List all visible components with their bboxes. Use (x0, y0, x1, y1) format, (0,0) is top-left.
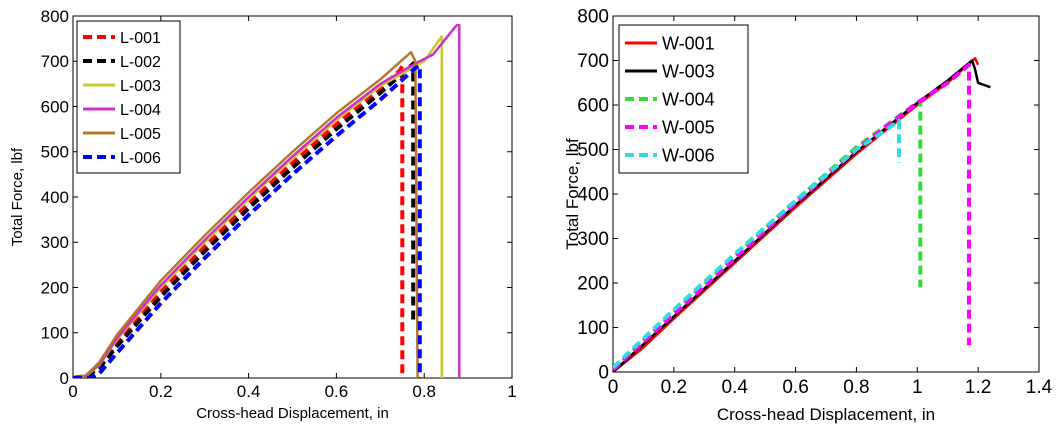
y-tick-label: 700 (41, 52, 69, 71)
y-tick-label: 800 (41, 7, 69, 26)
y-tick-label: 100 (41, 324, 69, 343)
y-tick-label: 200 (41, 278, 69, 297)
y-tick-label: 500 (41, 143, 69, 162)
x-tick-label: 1.4 (1026, 377, 1053, 398)
y-tick-label: 0 (598, 363, 609, 384)
x-tick-label: 0.8 (412, 382, 436, 401)
legend-entry-label: L-006 (120, 150, 161, 167)
x-tick-label: 0.6 (782, 377, 808, 398)
x-tick-label: 0.2 (149, 382, 173, 401)
y-tick-label: 800 (577, 7, 609, 28)
x-axis-label: Cross-head Displacement, in (717, 405, 935, 424)
legend-box (76, 20, 181, 174)
legend-entry-label: W-005 (662, 117, 715, 137)
series-line-w-006 (613, 118, 901, 370)
y-tick-label: 0 (60, 369, 69, 388)
legend: W-001 W-003 W-004 W-005 W-006 (618, 24, 749, 174)
x-axis-label: Cross-head Displacement, in (196, 405, 389, 422)
x-tick-label: 0 (68, 382, 77, 401)
chart-2: 0 100 200 300 400 500 600 700 800 0 0.2 0.4 0.6 0.8 1 1… (563, 7, 1053, 424)
x-tick-label: 0.4 (237, 382, 261, 401)
legend-entry-label: L-001 (120, 30, 161, 47)
y-tick-label: 200 (577, 274, 609, 295)
x-tick-label: 0.2 (661, 377, 687, 398)
x-tick-label: 1.2 (965, 377, 991, 398)
legend-entry-label: W-001 (662, 33, 715, 53)
series-line-l-004 (73, 23, 461, 378)
x-tick-label: 1 (507, 382, 516, 401)
y-tick-label: 700 (577, 51, 609, 72)
legend-entry-label: W-006 (662, 145, 715, 165)
y-tick-label: 500 (577, 140, 609, 161)
y-tick-label: 400 (577, 185, 609, 206)
legend-entry-label: W-003 (662, 61, 715, 81)
y-tick-label: 600 (577, 96, 609, 117)
legend-entry-label: W-004 (662, 89, 715, 109)
series-line-l-006 (73, 63, 422, 378)
chart-1: 0 100 200 300 400 500 600 700 800 0 0.2 0.4 0.6 0.8 1 C… (9, 7, 517, 422)
y-axis-label: Total Force, lbf (9, 147, 26, 246)
x-tick-label: 0.6 (325, 382, 349, 401)
x-tick-label: 0 (608, 377, 619, 398)
legend: L-001 L-002 L-003 L-004 L-005 L-006 (76, 20, 181, 174)
x-tick-label: 1 (912, 377, 923, 398)
legend-entry-label: L-003 (120, 78, 161, 95)
series-line-l-005 (73, 50, 419, 378)
x-tick-label: 0.8 (843, 377, 869, 398)
x-tick-label: 0.4 (722, 377, 749, 398)
y-tick-label: 300 (41, 233, 69, 252)
y-tick-label: 100 (577, 318, 609, 339)
legend-entry-label: L-005 (120, 126, 161, 143)
y-tick-label: 600 (41, 97, 69, 116)
y-tick-label: 400 (41, 188, 69, 207)
y-axis-label: Total Force, lbf (563, 138, 582, 250)
legend-entry-label: L-004 (120, 102, 161, 119)
legend-entry-label: L-002 (120, 54, 161, 71)
y-tick-label: 300 (577, 229, 609, 250)
